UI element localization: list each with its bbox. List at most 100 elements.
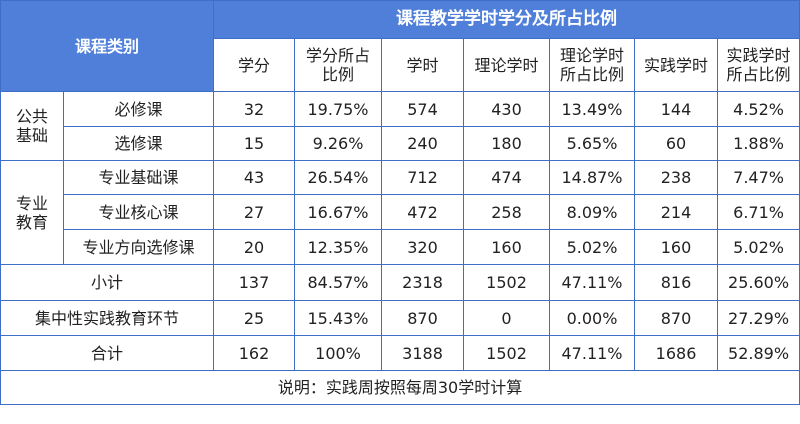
cell-practice-ratio: 4.52%: [717, 91, 800, 127]
column-header-theory-ratio: 理论学时 所占比例: [549, 38, 636, 92]
cell-theory-hours: 1502: [463, 264, 551, 301]
cell-practice-ratio: 1.88%: [717, 126, 800, 161]
row-label: 合计: [0, 335, 215, 371]
cell-practice-ratio: 7.47%: [717, 160, 800, 195]
cell-practice-hours: 160: [634, 229, 719, 265]
cell-credit-ratio: 100%: [294, 335, 383, 371]
column-header-line: 比例: [322, 65, 355, 84]
cell-theory-ratio: 14.87%: [549, 160, 636, 195]
cell-credits: 25: [213, 300, 296, 336]
practice-row: 集中性实践教育环节 25 15.43% 870 0 0.00% 870 27.2…: [0, 300, 800, 336]
cell-hours: 472: [381, 194, 465, 230]
cell-hours: 320: [381, 229, 465, 265]
column-header-line: 学分: [238, 55, 271, 75]
cell-practice-hours: 144: [634, 91, 719, 127]
column-header-credits: 学分: [213, 38, 296, 92]
row-label: 集中性实践教育环节: [0, 300, 215, 336]
note-row: 说明：实践周按照每周30学时计算: [0, 370, 800, 405]
group-label-line: 专业: [15, 193, 48, 213]
cell-credit-ratio: 15.43%: [294, 300, 383, 336]
cell-hours: 712: [381, 160, 465, 195]
column-header-line: 理论学时: [474, 55, 539, 75]
row-label: 专业核心课: [62, 194, 215, 230]
cell-theory-hours: 430: [463, 91, 551, 127]
cell-theory-ratio: 47.11%: [549, 264, 636, 301]
row-label: 专业基础课: [62, 160, 215, 195]
cell-credits: 27: [213, 194, 296, 230]
cell-hours: 870: [381, 300, 465, 336]
title-row: 课程类别 课程教学学时学分及所占比例: [0, 0, 800, 92]
total-row: 合计 162 100% 3188 1502 47.11% 1686 52.89%: [0, 335, 800, 371]
cell-credits: 162: [213, 335, 296, 371]
table-row: 专业核心课 27 16.67% 472 258 8.09% 214 6.71%: [1, 194, 800, 230]
cell-practice-ratio: 6.71%: [717, 194, 800, 230]
column-header-practice-hours: 实践学时: [634, 38, 719, 92]
cell-theory-hours: 0: [463, 300, 551, 336]
cell-hours: 2318: [381, 264, 465, 301]
cell-theory-ratio: 13.49%: [549, 91, 636, 127]
cell-credits: 43: [213, 160, 296, 195]
row-label: 必修课: [62, 91, 215, 127]
subtotal-row: 小计 137 84.57% 2318 1502 47.11% 816 25.60…: [0, 264, 800, 301]
cell-credit-ratio: 84.57%: [294, 264, 383, 301]
cell-hours: 240: [381, 126, 465, 161]
cell-credits: 15: [213, 126, 296, 161]
cell-practice-hours: 816: [634, 264, 719, 301]
course-category-header: 课程类别: [0, 0, 215, 92]
cell-practice-hours: 870: [634, 300, 719, 336]
column-header-line: 理论学时: [560, 46, 625, 65]
cell-theory-hours: 474: [463, 160, 551, 195]
cell-credits: 32: [213, 91, 296, 127]
cell-theory-ratio: 47.11%: [549, 335, 636, 371]
cell-hours: 574: [381, 91, 465, 127]
cell-practice-ratio: 27.29%: [717, 300, 800, 336]
cell-theory-ratio: 8.09%: [549, 194, 636, 230]
column-header-line: 实践学时: [726, 46, 791, 65]
cell-credit-ratio: 9.26%: [294, 126, 383, 161]
column-header-row: 学分 学分所占 比例 学时 理论学时 理论学时 所占比例 实践学时 实践学时 所占比例: [1, 38, 800, 92]
group-label-line: 公共: [15, 107, 48, 126]
cell-hours: 3188: [381, 335, 465, 371]
table-row: 选修课 15 9.26% 240 180 5.65% 60 1.88%: [1, 126, 800, 161]
column-header-line: 实践学时: [644, 55, 709, 75]
column-header-theory-hours: 理论学时: [463, 38, 551, 92]
row-label: 专业方向选修课: [62, 229, 215, 265]
table-note: 说明：实践周按照每周30学时计算: [0, 370, 800, 405]
cell-theory-hours: 1502: [463, 335, 551, 371]
cell-practice-hours: 238: [634, 160, 719, 195]
table-row: 专业 教育 专业基础课 43 26.54% 712 474 14.87% 238 …: [0, 160, 800, 265]
cell-credit-ratio: 26.54%: [294, 160, 383, 195]
cell-theory-ratio: 5.65%: [549, 126, 636, 161]
cell-practice-ratio: 52.89%: [717, 335, 800, 371]
cell-credit-ratio: 19.75%: [294, 91, 383, 127]
cell-practice-ratio: 5.02%: [717, 229, 800, 265]
table-title: 课程教学学时学分及所占比例: [213, 0, 800, 39]
cell-theory-hours: 258: [463, 194, 551, 230]
group-label-professional-education: 专业 教育: [0, 160, 64, 265]
row-label: 小计: [0, 264, 215, 301]
column-header-practice-ratio: 实践学时 所占比例: [717, 38, 800, 92]
group-label-line: 教育: [15, 212, 48, 232]
row-label: 选修课: [62, 126, 215, 161]
cell-credit-ratio: 16.67%: [294, 194, 383, 230]
table-row: 专业方向选修课 20 12.35% 320 160 5.02% 160 5.02…: [1, 229, 800, 265]
column-header-line: 学分所占: [306, 46, 371, 65]
cell-theory-hours: 180: [463, 126, 551, 161]
course-hours-credits-table: 课程类别 课程教学学时学分及所占比例 学分 学分所占 比例 学时 理论学时 理论学…: [0, 0, 800, 405]
table-row: 公共 基础 必修课 32 19.75% 574 430 13.49% 144 4.…: [0, 91, 800, 161]
column-header-line: 学时: [406, 55, 439, 75]
group-label-public-foundation: 公共 基础: [0, 91, 64, 161]
cell-credits: 137: [213, 264, 296, 301]
column-header-line: 所占比例: [726, 65, 791, 84]
cell-theory-hours: 160: [463, 229, 551, 265]
column-header-line: 所占比例: [560, 65, 625, 84]
cell-practice-hours: 1686: [634, 335, 719, 371]
group-label-line: 基础: [15, 126, 48, 145]
cell-credits: 20: [213, 229, 296, 265]
cell-practice-ratio: 25.60%: [717, 264, 800, 301]
cell-practice-hours: 214: [634, 194, 719, 230]
column-header-credit-ratio: 学分所占 比例: [294, 38, 383, 92]
column-header-hours: 学时: [381, 38, 465, 92]
cell-credit-ratio: 12.35%: [294, 229, 383, 265]
cell-theory-ratio: 5.02%: [549, 229, 636, 265]
